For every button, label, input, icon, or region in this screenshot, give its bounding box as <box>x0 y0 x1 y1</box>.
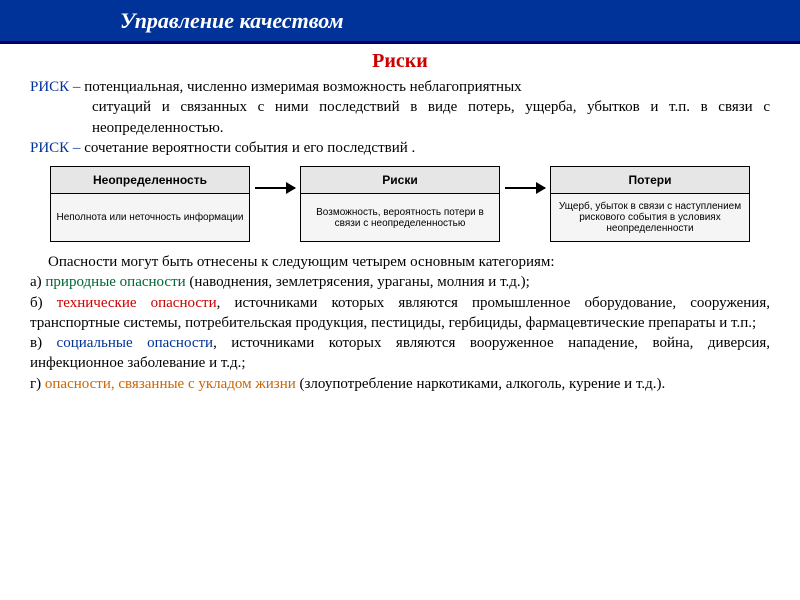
category-c: в) социальные опасности, источниками кот… <box>30 333 770 374</box>
def2-text: сочетание вероятности события и его посл… <box>84 140 415 156</box>
cat-c-name: социальные опасности <box>57 335 214 351</box>
box-head-1: Неопределенность <box>50 166 250 194</box>
box-body-2: Возможность, вероятность потери в связи … <box>300 194 500 242</box>
categories-intro: Опасности могут быть отнесены к следующи… <box>30 252 770 272</box>
cat-d-name: опасности, связанные с укладом жизни <box>45 376 296 392</box>
category-b: б) технические опасности, источниками ко… <box>30 293 770 334</box>
box-head-2: Риски <box>300 166 500 194</box>
categories-block: Опасности могут быть отнесены к следующи… <box>30 252 770 394</box>
header-band: Управление качеством <box>0 0 800 44</box>
definition-1: РИСК – потенциальная, численно измеримая… <box>30 77 770 138</box>
cat-d-letter: г) <box>30 376 45 392</box>
definitions: РИСК – потенциальная, численно измеримая… <box>30 77 770 158</box>
risk-label-2: РИСК – <box>30 140 84 156</box>
cat-d-rest: (злоупотребление наркотиками, алкоголь, … <box>296 376 666 392</box>
definition-2: РИСК – сочетание вероятности события и е… <box>30 138 770 158</box>
cat-b-letter: б) <box>30 295 57 311</box>
box-body-1: Неполнота или неточность информации <box>50 194 250 242</box>
category-d: г) опасности, связанные с укладом жизни … <box>30 374 770 394</box>
arrow-2 <box>500 166 550 242</box>
cat-b-name: технические опасности <box>57 295 217 311</box>
header-title: Управление качеством <box>120 8 344 34</box>
def1-line1: потенциальная, численно измеримая возмож… <box>84 79 521 95</box>
slide-content: Риски РИСК – потенциальная, численно изм… <box>0 44 800 404</box>
diagram-box-3: Потери Ущерб, убыток в связи с наступлен… <box>550 166 750 242</box>
diagram-box-2: Риски Возможность, вероятность потери в … <box>300 166 500 242</box>
flow-diagram: Неопределенность Неполнота или неточност… <box>50 166 750 242</box>
cat-c-letter: в) <box>30 335 57 351</box>
diagram-box-1: Неопределенность Неполнота или неточност… <box>50 166 250 242</box>
cat-a-rest: (наводнения, землетрясения, ураганы, мол… <box>186 274 530 290</box>
box-head-3: Потери <box>550 166 750 194</box>
arrow-1 <box>250 166 300 242</box>
cat-a-name: природные опасности <box>45 274 185 290</box>
subtitle: Риски <box>30 50 770 73</box>
def1-line2: ситуаций и связанных с ними последствий … <box>30 97 770 138</box>
category-a: а) природные опасности (наводнения, земл… <box>30 272 770 292</box>
cat-a-letter: а) <box>30 274 45 290</box>
box-body-3: Ущерб, убыток в связи с наступлением рис… <box>550 194 750 242</box>
risk-label-1: РИСК – <box>30 79 84 95</box>
